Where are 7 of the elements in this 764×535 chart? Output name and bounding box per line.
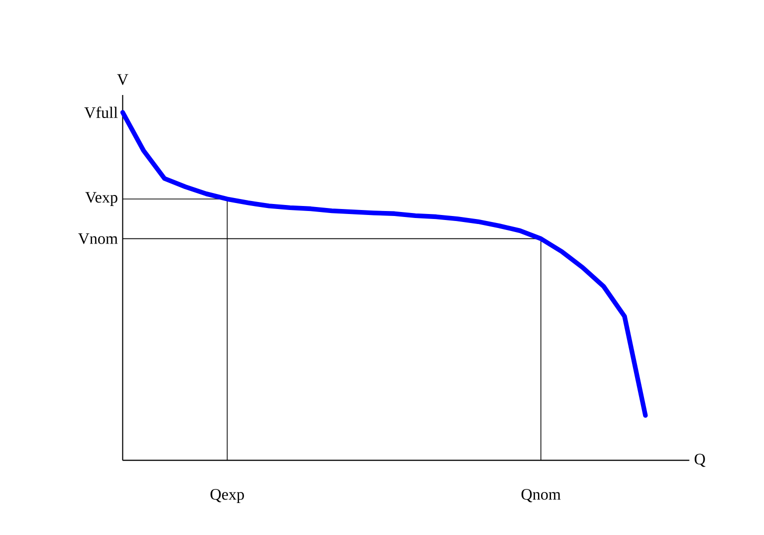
y-axis-title: V xyxy=(117,74,128,85)
x-axis-title: Q xyxy=(694,454,706,467)
ref-line-label: Vexp xyxy=(85,192,118,206)
x-tick-label: Qnom xyxy=(522,489,561,502)
x-tick-label: Qexp xyxy=(210,489,244,504)
ref-line-label: Vnom xyxy=(78,233,118,244)
annotation: Vfull xyxy=(84,106,118,118)
